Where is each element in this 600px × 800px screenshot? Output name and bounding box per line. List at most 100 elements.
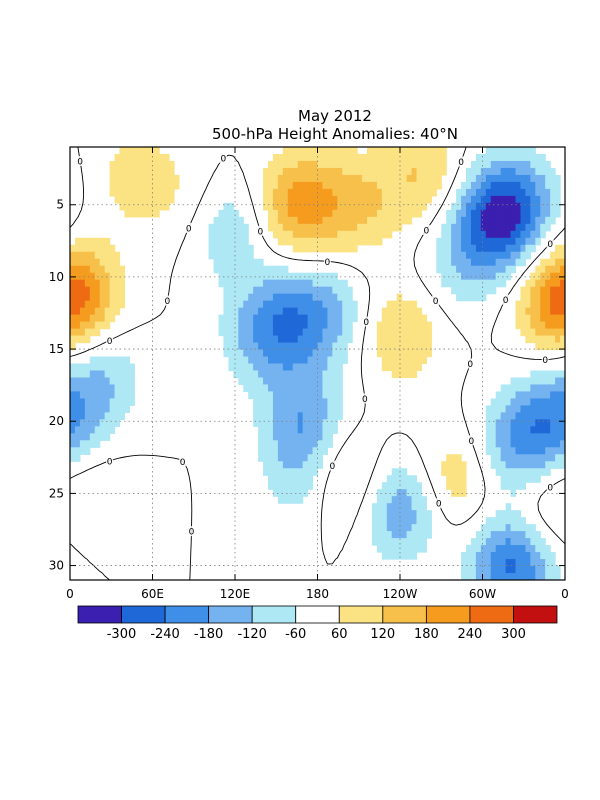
anomaly-cell	[520, 293, 526, 302]
anomaly-cell	[530, 433, 536, 441]
anomaly-cell	[500, 223, 507, 232]
y-tick-label: 10	[49, 270, 64, 284]
anomaly-cell	[376, 153, 383, 162]
anomaly-cell	[535, 174, 541, 183]
anomaly-cell	[233, 342, 239, 351]
anomaly-cell	[485, 412, 492, 420]
anomaly-cell	[485, 419, 492, 427]
anomaly-cell	[515, 188, 522, 197]
anomaly-cell	[456, 216, 462, 225]
anomaly-cell	[277, 153, 284, 162]
anomaly-cell	[540, 160, 546, 169]
anomaly-cell	[263, 356, 269, 365]
colorbar-swatch	[164, 605, 210, 624]
anomaly-cell	[540, 440, 546, 448]
anomaly-cell	[124, 356, 130, 365]
anomaly-cell	[287, 314, 294, 323]
anomaly-cell	[94, 307, 101, 316]
anomaly-cell	[495, 447, 502, 455]
anomaly-cell	[362, 153, 368, 162]
anomaly-cell	[149, 174, 155, 183]
anomaly-cell	[480, 251, 487, 260]
anomaly-cell	[154, 202, 160, 211]
anomaly-cell	[277, 461, 284, 469]
anomaly-cell	[371, 209, 378, 218]
anomaly-cell	[381, 328, 388, 337]
anomaly-cell	[352, 244, 358, 253]
anomaly-cell	[104, 237, 111, 246]
anomaly-cell	[297, 167, 304, 176]
anomaly-cell	[545, 398, 551, 406]
anomaly-cell	[411, 517, 418, 525]
anomaly-cell	[272, 433, 279, 441]
anomaly-cell	[411, 328, 418, 337]
anomaly-cell	[470, 223, 477, 232]
anomaly-cell	[134, 209, 140, 218]
anomaly-cell	[555, 335, 561, 344]
anomaly-cell	[292, 440, 299, 448]
anomaly-cell	[292, 370, 299, 379]
anomaly-cell	[70, 314, 76, 323]
anomaly-cell	[99, 370, 106, 379]
anomaly-cell	[550, 321, 556, 330]
anomaly-cell	[530, 412, 536, 420]
anomaly-cell	[218, 279, 225, 288]
anomaly-cell	[332, 237, 338, 246]
anomaly-cell	[362, 181, 368, 190]
chart-subtitle: 500-hPa Height Anomalies: 40°N	[212, 125, 458, 143]
anomaly-cell	[461, 188, 467, 197]
anomaly-cell	[169, 167, 175, 176]
anomaly-cell	[550, 314, 556, 323]
anomaly-cell	[466, 216, 472, 225]
anomaly-cell	[535, 188, 541, 197]
anomaly-cell	[500, 538, 507, 546]
anomaly-cell	[282, 349, 289, 358]
anomaly-cell	[134, 188, 140, 197]
anomaly-cell	[307, 356, 314, 365]
anomaly-cell	[391, 482, 398, 490]
anomaly-cell	[287, 279, 294, 288]
anomaly-cell	[426, 328, 432, 337]
anomaly-cell	[292, 223, 299, 232]
anomaly-cell	[297, 286, 304, 295]
anomaly-cell	[317, 195, 324, 204]
anomaly-cell	[109, 293, 116, 302]
anomaly-cell	[297, 230, 304, 239]
anomaly-cell	[520, 391, 526, 400]
anomaly-cell	[134, 181, 140, 190]
anomaly-cell	[451, 279, 457, 288]
anomaly-cell	[327, 412, 333, 420]
anomaly-cell	[292, 328, 299, 337]
anomaly-cell	[307, 454, 314, 462]
anomaly-cell	[352, 300, 358, 309]
anomaly-cell	[550, 398, 556, 406]
anomaly-cell	[500, 440, 507, 448]
anomaly-cell	[550, 195, 556, 204]
anomaly-cell	[327, 419, 333, 427]
anomaly-cell	[520, 447, 526, 455]
anomaly-cell	[124, 188, 130, 197]
anomaly-cell	[555, 566, 561, 574]
anomaly-cell	[555, 447, 561, 455]
anomaly-cell	[461, 279, 467, 288]
anomaly-cell	[367, 160, 373, 169]
anomaly-cell	[287, 454, 294, 462]
anomaly-cell	[505, 510, 512, 518]
anomaly-cell	[520, 398, 526, 406]
anomaly-cell	[258, 307, 264, 316]
anomaly-cell	[332, 195, 338, 204]
anomaly-cell	[337, 335, 343, 344]
anomaly-cell	[139, 209, 145, 218]
anomaly-cell	[332, 209, 338, 218]
anomaly-cell	[431, 181, 437, 190]
anomaly-cell	[297, 174, 304, 183]
anomaly-cell	[510, 160, 517, 169]
anomaly-cell	[297, 188, 304, 197]
anomaly-cell	[287, 370, 294, 379]
anomaly-cell	[248, 279, 254, 288]
anomaly-cell	[480, 545, 487, 553]
anomaly-cell	[223, 286, 229, 295]
contour-label-bg	[435, 498, 443, 509]
anomaly-cell	[530, 538, 536, 546]
anomaly-cell	[114, 258, 121, 267]
